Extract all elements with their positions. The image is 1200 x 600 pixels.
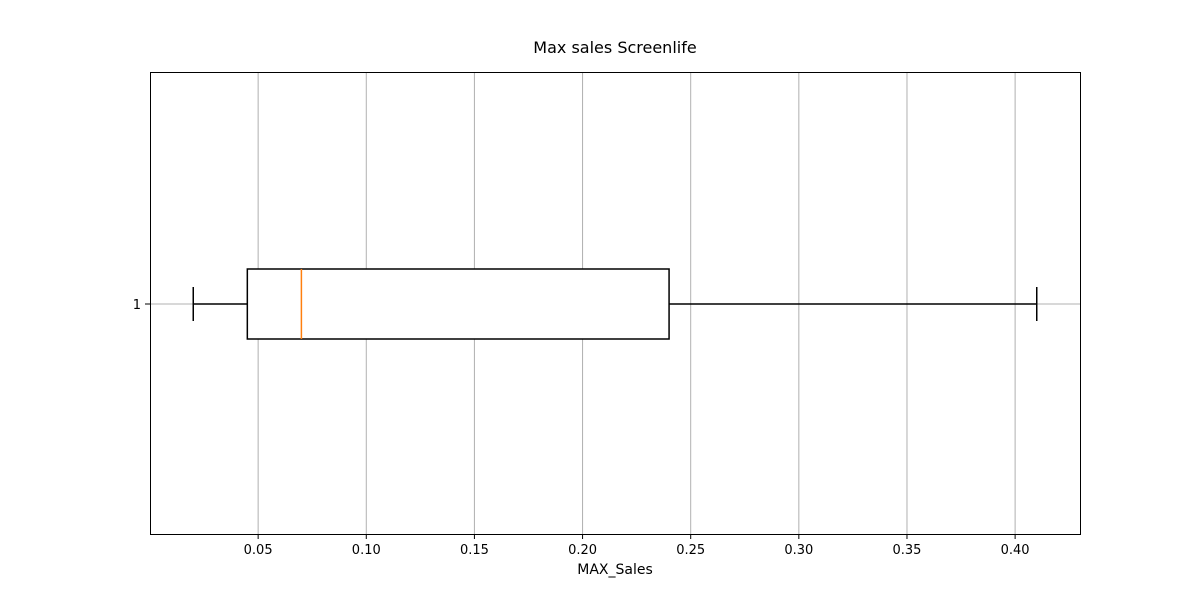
x-tick-label: 0.20	[568, 543, 597, 558]
plot-area-frame	[150, 72, 1081, 535]
x-axis-label: MAX_Sales	[577, 562, 653, 578]
y-axis-ticks: 1	[133, 298, 150, 313]
y-tick-label: 1	[133, 298, 141, 313]
x-axis-ticks: 0.05 0.10 0.15 0.20 0.25 0.30 0.35 0.40	[244, 534, 1030, 558]
x-tick-label: 0.40	[1001, 543, 1030, 558]
x-tick-label: 0.10	[352, 543, 381, 558]
x-tick-label: 0.30	[784, 543, 813, 558]
x-tick-label: 0.15	[460, 543, 489, 558]
iqr-box	[246, 268, 670, 340]
x-tick-label: 0.25	[676, 543, 705, 558]
box-layer	[192, 268, 1038, 340]
x-tick-label: 0.05	[244, 543, 273, 558]
chart-title: Max sales Screenlife	[533, 38, 696, 57]
x-tick-label: 0.35	[893, 543, 922, 558]
